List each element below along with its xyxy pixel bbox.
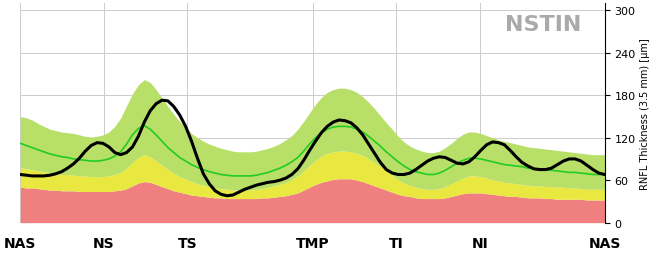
Text: NSTIN: NSTIN — [505, 15, 581, 35]
Y-axis label: RNFL Thickness (3.5 mm) [μm]: RNFL Thickness (3.5 mm) [μm] — [640, 38, 650, 189]
